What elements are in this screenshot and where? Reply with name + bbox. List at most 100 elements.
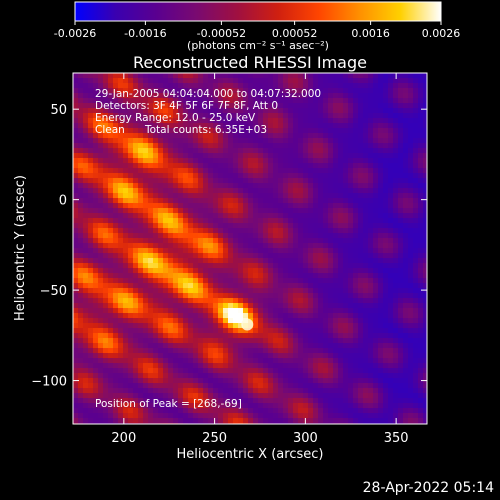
- heatmap-cell: [298, 338, 304, 344]
- heatmap-cell: [408, 268, 414, 274]
- heatmap-cell: [328, 218, 334, 224]
- heatmap-cell: [213, 253, 219, 259]
- heatmap-cell: [83, 108, 89, 114]
- heatmap-cell: [383, 353, 389, 359]
- heatmap-cell: [333, 363, 339, 369]
- heatmap-cell: [263, 178, 269, 184]
- heatmap-cell: [83, 283, 89, 289]
- heatmap-cell: [388, 243, 394, 249]
- heatmap-cell: [383, 408, 389, 414]
- heatmap-cell: [258, 223, 264, 229]
- heatmap-cell: [118, 258, 124, 264]
- heatmap-cell: [213, 273, 219, 279]
- heatmap-cell: [188, 78, 194, 84]
- heatmap-cell: [323, 143, 329, 149]
- heatmap-cell: [288, 183, 294, 189]
- heatmap-cell: [288, 228, 294, 234]
- heatmap-cell: [218, 138, 224, 144]
- heatmap-cell: [228, 133, 234, 139]
- heatmap-cell: [303, 343, 309, 349]
- heatmap-cell: [278, 228, 284, 234]
- heatmap-cell: [93, 373, 99, 379]
- heatmap-cell: [138, 198, 144, 204]
- heatmap-cell: [318, 233, 324, 239]
- heatmap-cell: [278, 298, 284, 304]
- heatmap-cell: [278, 208, 284, 214]
- heatmap-cell: [108, 393, 114, 399]
- heatmap-cell: [238, 123, 244, 129]
- heatmap-cell: [278, 88, 284, 94]
- heatmap-cell: [143, 138, 149, 144]
- heatmap-cell: [268, 388, 274, 394]
- heatmap-cell: [328, 238, 334, 244]
- heatmap-cell: [263, 168, 269, 174]
- heatmap-cell: [408, 303, 414, 309]
- heatmap-cell: [73, 248, 79, 254]
- heatmap-cell: [403, 148, 409, 154]
- heatmap-cell: [378, 253, 384, 259]
- heatmap-cell: [98, 218, 104, 224]
- heatmap-cell: [123, 418, 129, 424]
- heatmap-cell: [393, 243, 399, 249]
- heatmap-cell: [358, 133, 364, 139]
- heatmap-cell: [213, 408, 219, 414]
- heatmap-cell: [123, 348, 129, 354]
- heatmap-cell: [238, 108, 244, 114]
- heatmap-cell: [238, 358, 244, 364]
- heatmap-cell: [373, 293, 379, 299]
- heatmap-cell: [98, 383, 104, 389]
- heatmap-cell: [218, 183, 224, 189]
- heatmap-cell: [358, 143, 364, 149]
- heatmap-cell: [353, 188, 359, 194]
- heatmap-cell: [118, 213, 124, 219]
- heatmap-cell: [333, 398, 339, 404]
- heatmap-cell: [183, 268, 189, 274]
- heatmap-cell: [353, 368, 359, 374]
- heatmap-cell: [128, 173, 134, 179]
- heatmap-cell: [248, 208, 254, 214]
- heatmap-cell: [113, 218, 119, 224]
- heatmap-cell: [248, 358, 254, 364]
- heatmap-cell: [118, 373, 124, 379]
- heatmap-cell: [368, 363, 374, 369]
- heatmap-cell: [148, 128, 154, 134]
- heatmap-cell: [83, 308, 89, 314]
- heatmap-cell: [158, 258, 164, 264]
- heatmap-cell: [258, 373, 264, 379]
- heatmap-cell: [183, 293, 189, 299]
- heatmap-cell: [393, 83, 399, 89]
- heatmap-cell: [338, 328, 344, 334]
- heatmap-cell: [163, 328, 169, 334]
- heatmap-cell: [383, 118, 389, 124]
- heatmap-cell: [238, 338, 244, 344]
- heatmap-cell: [393, 88, 399, 94]
- heatmap-cell: [163, 73, 169, 79]
- heatmap-cell: [383, 398, 389, 404]
- heatmap-cell: [103, 243, 109, 249]
- heatmap-cell: [168, 318, 174, 324]
- heatmap-cell: [93, 248, 99, 254]
- heatmap-cell: [363, 248, 369, 254]
- heatmap-cell: [108, 333, 114, 339]
- heatmap-cell: [338, 323, 344, 329]
- heatmap-cell: [268, 403, 274, 409]
- heatmap-cell: [413, 213, 419, 219]
- heatmap-cell: [168, 118, 174, 124]
- heatmap-cell: [303, 408, 309, 414]
- heatmap-cell: [408, 338, 414, 344]
- heatmap-cell: [353, 118, 359, 124]
- heatmap-cell: [263, 118, 269, 124]
- heatmap-cell: [283, 253, 289, 259]
- heatmap-cell: [353, 213, 359, 219]
- heatmap-cell: [263, 273, 269, 279]
- heatmap-cell: [413, 308, 419, 314]
- heatmap-cell: [333, 238, 339, 244]
- heatmap-cell: [218, 328, 224, 334]
- heatmap-cell: [238, 158, 244, 164]
- heatmap-cell: [188, 253, 194, 259]
- heatmap-cell: [198, 158, 204, 164]
- heatmap-cell: [298, 348, 304, 354]
- heatmap-cell: [398, 93, 404, 99]
- heatmap-cell: [353, 178, 359, 184]
- heatmap-cell: [378, 378, 384, 384]
